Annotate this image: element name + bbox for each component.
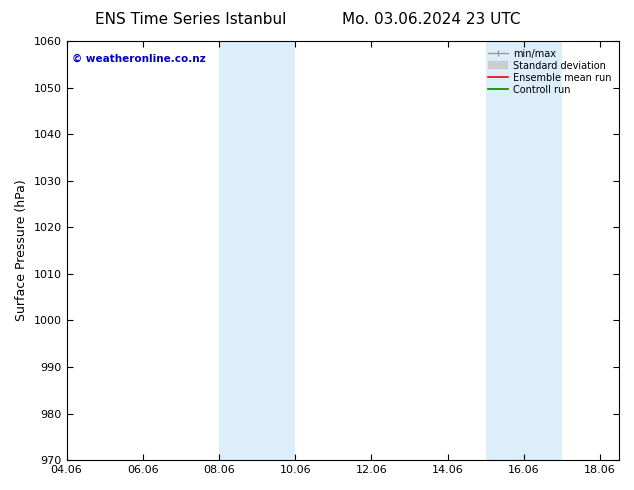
Bar	[219, 41, 295, 460]
Bar	[486, 41, 562, 460]
Y-axis label: Surface Pressure (hPa): Surface Pressure (hPa)	[15, 180, 28, 321]
Text: ENS Time Series Istanbul: ENS Time Series Istanbul	[94, 12, 286, 27]
Text: © weatheronline.co.nz: © weatheronline.co.nz	[72, 53, 206, 64]
Text: Mo. 03.06.2024 23 UTC: Mo. 03.06.2024 23 UTC	[342, 12, 521, 27]
Legend: min/max, Standard deviation, Ensemble mean run, Controll run: min/max, Standard deviation, Ensemble me…	[486, 46, 614, 98]
